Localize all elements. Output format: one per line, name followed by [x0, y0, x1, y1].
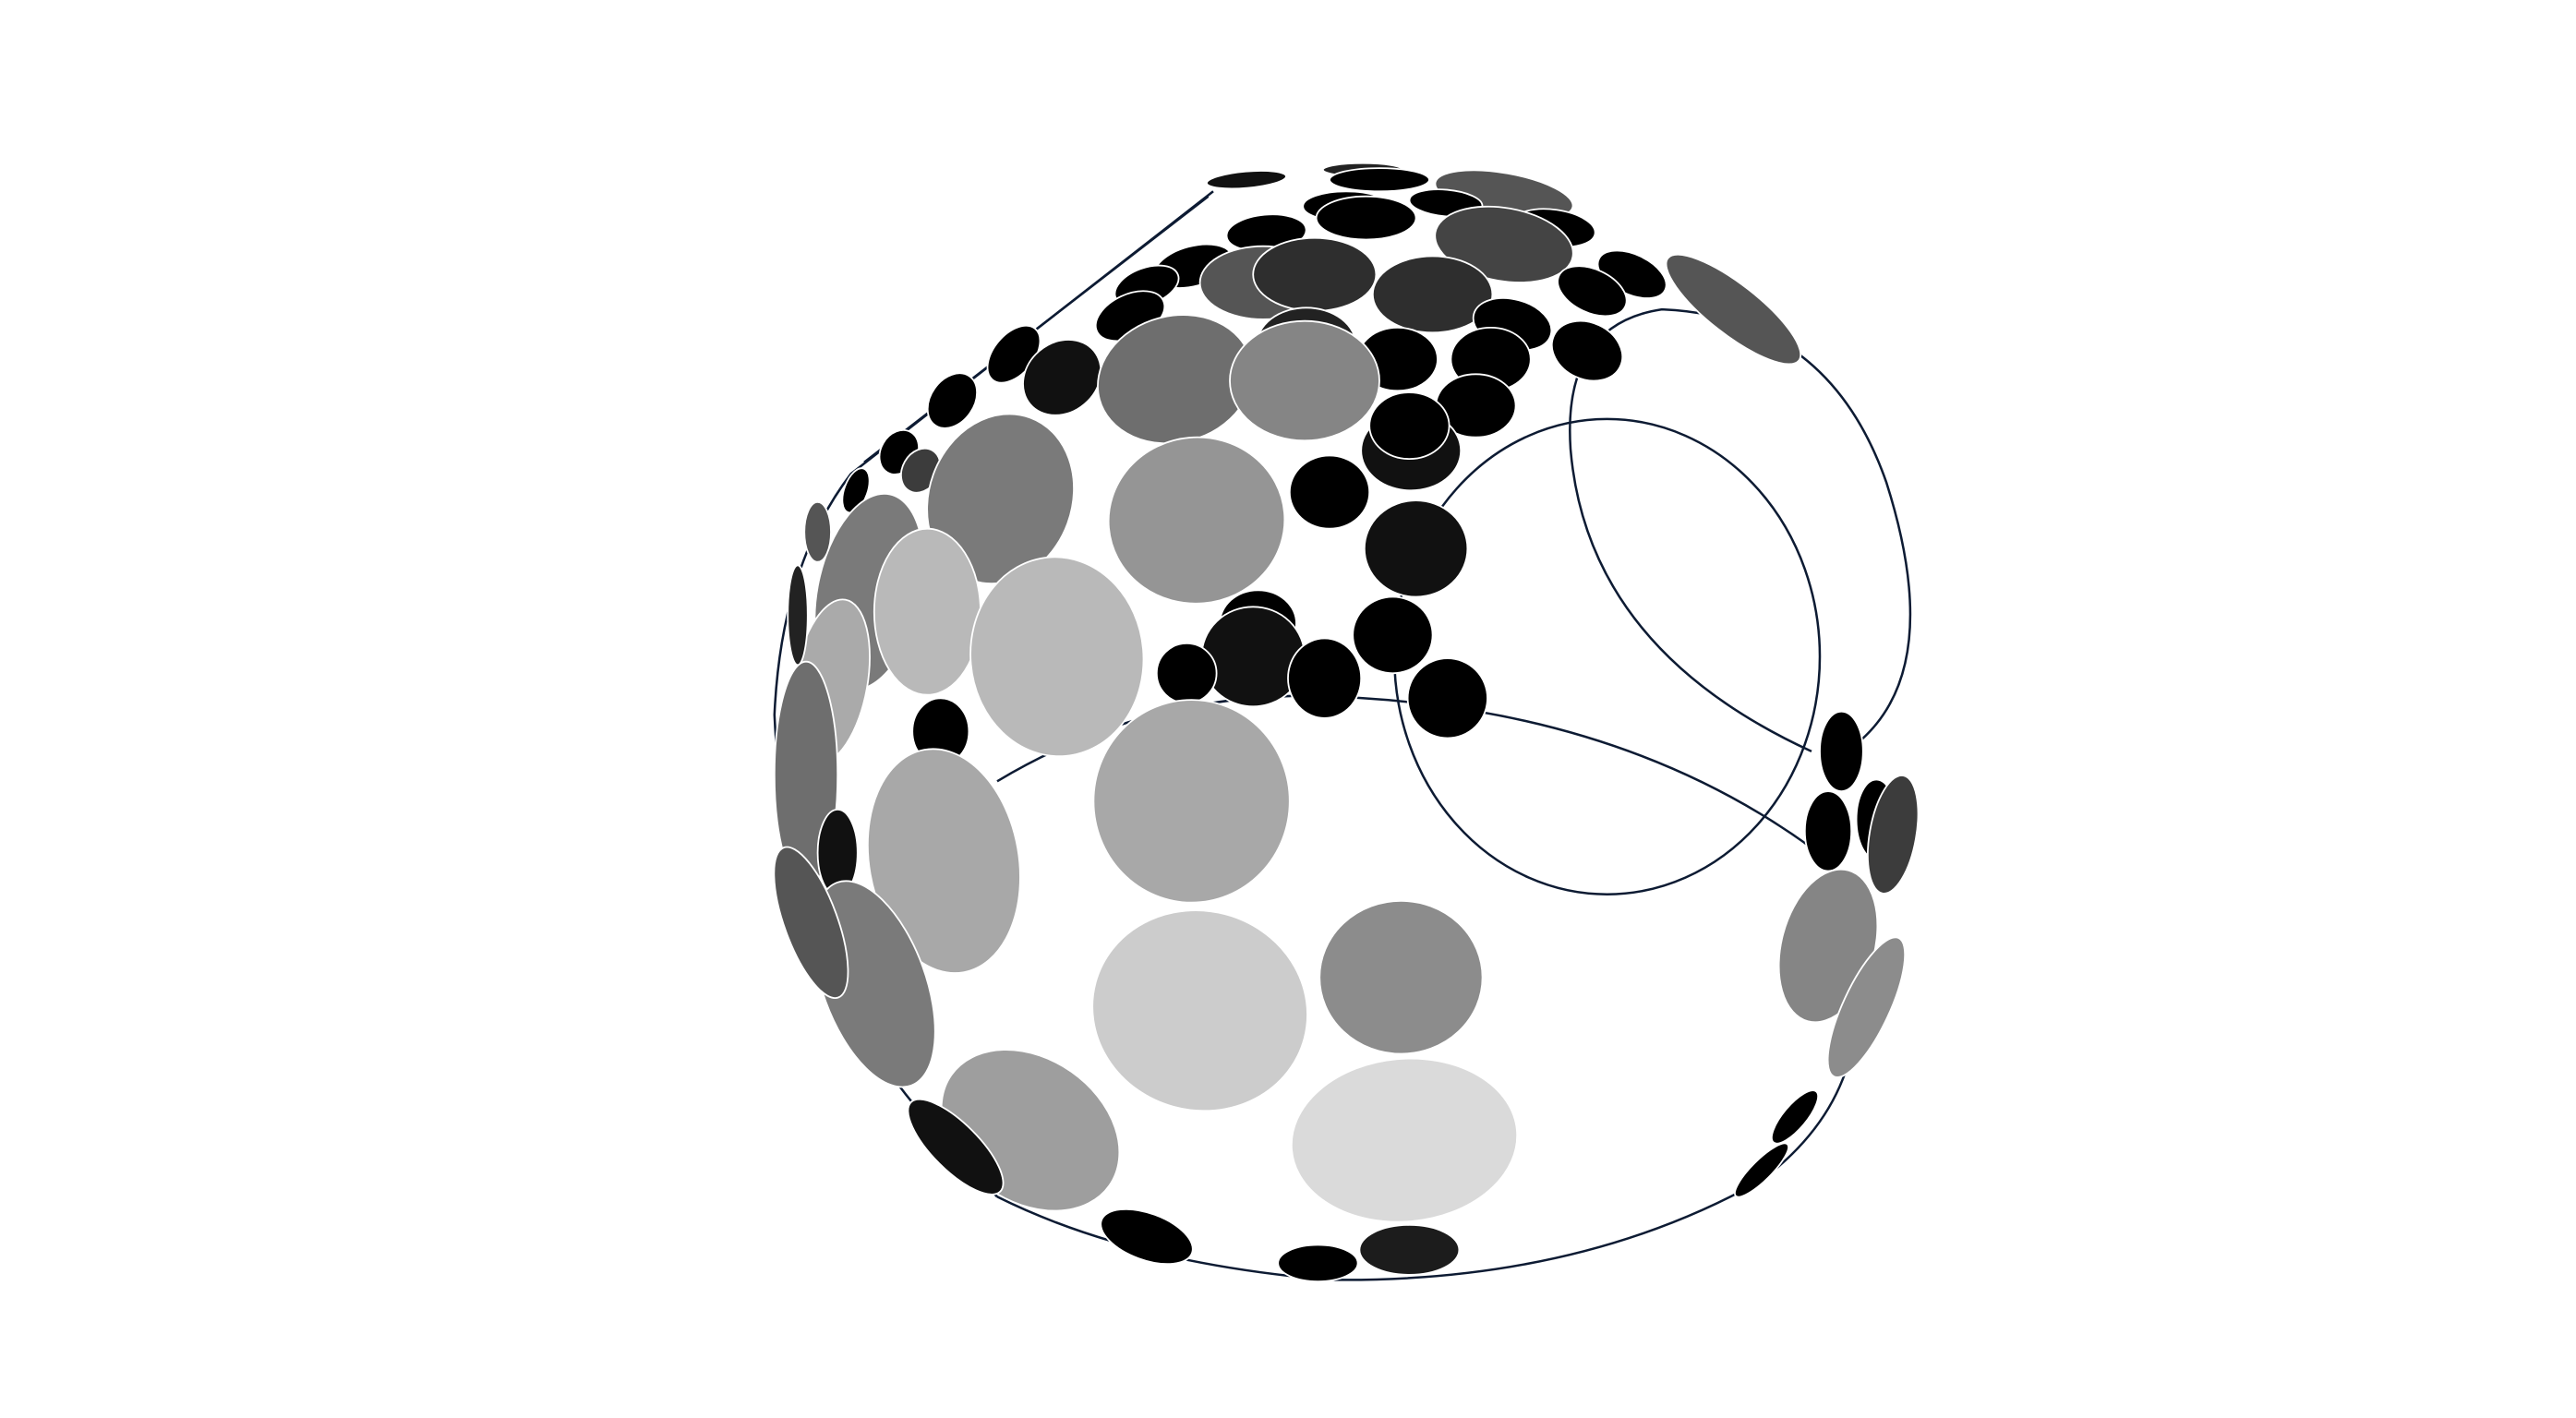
disc-27 — [926, 372, 978, 429]
disc-2 — [1329, 167, 1430, 193]
disc-31 — [1368, 391, 1451, 460]
disc-29 — [1229, 319, 1380, 442]
disc-70 — [1358, 1224, 1461, 1276]
outline-bottom-edge — [996, 1179, 1763, 1281]
disc-69 — [1277, 1244, 1359, 1282]
disc-55 — [1803, 790, 1853, 872]
outline-right-ring — [1569, 307, 1912, 753]
disc-73 — [787, 564, 809, 667]
disc-19 — [1665, 253, 1802, 366]
disc-41 — [969, 556, 1145, 758]
disc-72 — [803, 501, 832, 563]
disc-23 — [1550, 319, 1624, 382]
disc-53 — [1092, 699, 1291, 904]
disc-layer — [773, 162, 1920, 1282]
disc-16 — [1557, 265, 1628, 318]
disc-64 — [907, 1098, 1005, 1196]
disc-66 — [1771, 1089, 1819, 1145]
disc-14 — [1252, 236, 1378, 312]
disc-52 — [866, 748, 1021, 974]
disc-40 — [873, 527, 981, 696]
disc-37 — [1107, 436, 1286, 605]
disc-68 — [1100, 1208, 1194, 1266]
disc-38 — [1363, 499, 1469, 598]
disc-35 — [1288, 454, 1371, 530]
disc-60 — [812, 880, 936, 1088]
disc-57 — [1867, 775, 1920, 895]
disc-15 — [1371, 255, 1494, 334]
disc-44 — [1155, 643, 1218, 704]
disc-26 — [1022, 339, 1102, 416]
disc-46 — [1352, 595, 1434, 675]
disc-61 — [1318, 900, 1484, 1055]
disc-71 — [773, 846, 849, 999]
disc-65 — [1290, 1057, 1519, 1223]
disc-0 — [1206, 170, 1287, 190]
disc-45 — [1287, 637, 1363, 719]
disc-47 — [1406, 657, 1488, 739]
outline-inner-ring — [1392, 417, 1822, 895]
disc-62 — [1091, 909, 1308, 1112]
disc-54 — [1819, 710, 1864, 793]
disc-59 — [1826, 936, 1907, 1078]
disc-67 — [1734, 1142, 1789, 1198]
disc-6 — [1315, 195, 1417, 241]
